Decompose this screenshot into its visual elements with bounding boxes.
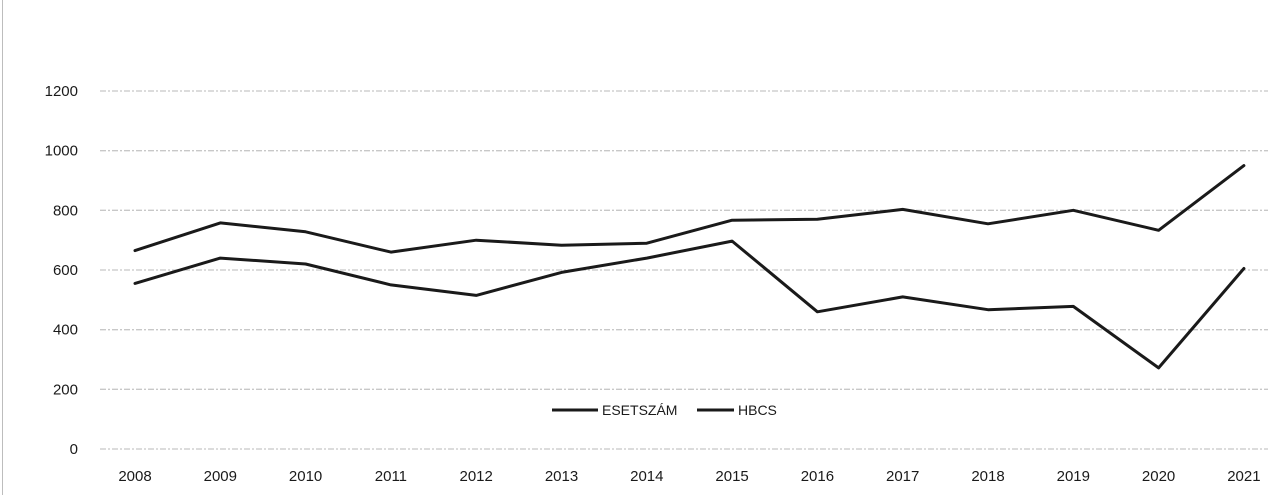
- y-tick-label: 0: [70, 441, 78, 458]
- x-tick-label: 2017: [886, 468, 919, 485]
- y-tick-label: 200: [53, 381, 78, 398]
- y-tick-label: 800: [53, 202, 78, 219]
- series-lines: [133, 164, 1246, 370]
- x-tick-label: 2021: [1227, 468, 1260, 485]
- x-tick-label: 2008: [118, 468, 151, 485]
- x-tick-label: 2009: [204, 468, 237, 485]
- y-axis-ticks: 0 200 400 600 800 1000 1200: [45, 83, 78, 458]
- series-line-hbcs: [133, 239, 1246, 370]
- gridlines: [100, 90, 1268, 450]
- x-tick-label: 2012: [460, 468, 493, 485]
- x-tick-label: 2011: [375, 468, 407, 485]
- series-line-esetszam: [133, 164, 1246, 254]
- x-tick-label: 2014: [630, 468, 663, 485]
- frame-edge: [2, 0, 3, 495]
- x-axis-ticks: 2008 2009 2010 2011 2012 2013 2014 2015 2016 2017…: [118, 468, 1260, 485]
- y-tick-label: 1000: [45, 143, 78, 160]
- x-tick-label: 2015: [715, 468, 748, 485]
- x-tick-label: 2018: [971, 468, 1004, 485]
- x-tick-label: 2019: [1057, 468, 1090, 485]
- x-tick-label: 2020: [1142, 468, 1175, 485]
- x-tick-label: 2013: [545, 468, 578, 485]
- legend: ESETSZÁM HBCS: [552, 402, 777, 418]
- y-tick-label: 400: [53, 322, 78, 339]
- y-tick-label: 1200: [45, 83, 78, 100]
- legend-label-esetszam: ESETSZÁM: [602, 402, 677, 418]
- x-tick-label: 2010: [289, 468, 322, 485]
- y-tick-label: 600: [53, 262, 78, 279]
- x-tick-label: 2016: [801, 468, 834, 485]
- legend-label-hbcs: HBCS: [738, 402, 777, 418]
